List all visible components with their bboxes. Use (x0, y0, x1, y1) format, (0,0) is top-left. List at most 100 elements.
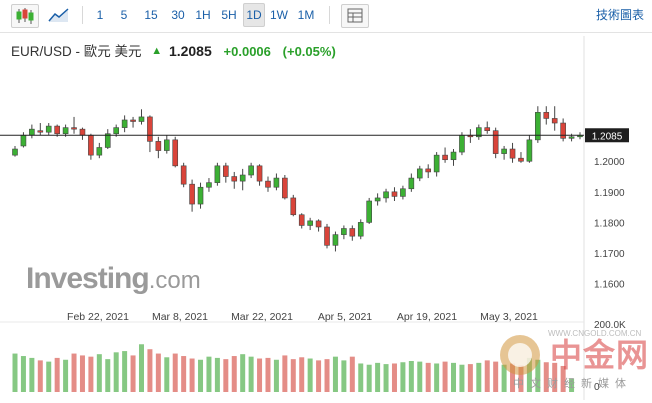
candle-up (12, 148, 18, 156)
volume-bar (510, 363, 516, 392)
candle-down (231, 176, 238, 182)
volume-bar (96, 354, 102, 392)
interval-1[interactable]: 1 (96, 8, 104, 22)
volume-bar (493, 361, 499, 392)
candle-up (29, 128, 35, 136)
toolbar: 1 5 15 30 1H 5H 1D 1W 1M 技術圖表 (0, 0, 652, 33)
volume-bar (20, 356, 26, 392)
candle-down (256, 165, 263, 182)
price-change-percent: (+0.05%) (282, 44, 336, 59)
volume-bar (29, 357, 35, 392)
volume-bar (543, 362, 549, 392)
volume-bar (459, 364, 465, 392)
volume-bar (349, 356, 355, 392)
candle-down (223, 165, 229, 177)
volume-bar (54, 357, 60, 392)
candle-up (501, 148, 507, 154)
candle-down (189, 183, 195, 205)
candle-up (113, 127, 119, 135)
site-name-watermark: 中金网 (550, 337, 650, 373)
candle-up (248, 165, 254, 176)
volume-bar (451, 362, 457, 392)
site-url-watermark: WWW.CNGOLD.COM.CN (548, 329, 642, 338)
candle-up (374, 197, 381, 202)
interval-1m[interactable]: 1M (297, 8, 315, 22)
volume-bar (147, 349, 153, 392)
volume-bar (383, 364, 389, 392)
interval-5[interactable]: 5 (120, 8, 128, 22)
volume-bar (198, 359, 204, 392)
interval-1w[interactable]: 1W (270, 8, 288, 22)
volume-zero-label: 0 (594, 382, 600, 393)
candle-down (349, 228, 356, 237)
candle-down (290, 197, 297, 216)
candle-down (79, 128, 86, 136)
y-tick-label: 1.2000 (594, 157, 625, 168)
volume-bar (560, 365, 566, 392)
volume-bar (299, 357, 305, 392)
candle-up (357, 222, 364, 237)
volume-bar (12, 353, 18, 392)
volume-bar (375, 362, 381, 392)
volume-bar (172, 353, 178, 392)
candlestick-icon[interactable] (11, 4, 39, 28)
candle-down (543, 112, 550, 119)
interval-5h[interactable]: 5H (221, 8, 237, 22)
volume-bar (569, 378, 575, 392)
area-chart-icon[interactable] (46, 4, 72, 26)
x-tick-label: Apr 19, 2021 (397, 311, 457, 323)
candle-up (214, 165, 221, 183)
candle-up (450, 151, 457, 161)
volume-bar (442, 361, 448, 392)
candle-up (163, 139, 170, 151)
grid-icon[interactable] (341, 4, 369, 28)
y-tick-label: 1.1800 (594, 218, 625, 229)
volume-bar (391, 363, 397, 392)
tech-chart-link[interactable]: 技術圖表 (595, 8, 644, 22)
x-tick-label: Mar 22, 2021 (231, 311, 293, 323)
price-change: +0.0006 (223, 44, 271, 59)
candle-down (147, 116, 153, 142)
interval-30[interactable]: 30 (171, 8, 185, 22)
volume-max-label: 200.0K (594, 320, 626, 331)
x-tick-label: May 3, 2021 (480, 311, 538, 323)
volume-bar (273, 359, 279, 392)
candle-up (307, 220, 313, 226)
candle-up (96, 147, 103, 156)
volume-bar (535, 359, 541, 392)
y-tick-label: 1.1600 (594, 280, 625, 291)
volume-bar (79, 355, 85, 392)
candle-up (273, 177, 280, 188)
candle-down (54, 125, 60, 135)
last-price-tag-label: 1.2085 (592, 131, 623, 142)
volume-bar (332, 356, 338, 392)
volume-bar (63, 359, 69, 392)
volume-bar (206, 356, 212, 392)
candle-up (45, 125, 52, 133)
candle-down (130, 119, 136, 122)
volume-bar (484, 360, 490, 392)
interval-15[interactable]: 15 (144, 8, 158, 22)
candle-down (172, 139, 179, 167)
last-price-tag (585, 128, 629, 143)
x-tick-label: Feb 22, 2021 (67, 311, 129, 323)
candle-down (509, 148, 516, 159)
volume-bar (46, 361, 52, 392)
candle-up (366, 200, 372, 223)
last-price: 1.2085 (168, 43, 212, 59)
x-tick-label: Apr 5, 2021 (318, 311, 372, 323)
volume-bar (240, 354, 246, 392)
volume-bar (417, 361, 423, 392)
candle-up (138, 116, 145, 122)
candle-down (391, 191, 398, 197)
volume-bar (518, 365, 524, 392)
interval-1d[interactable]: 1D (243, 3, 265, 27)
volume-bar (400, 362, 406, 392)
volume-bar (189, 358, 195, 392)
volume-bar (358, 363, 364, 392)
candle-up (400, 188, 406, 197)
interval-1h[interactable]: 1H (195, 8, 211, 22)
candle-up (459, 134, 465, 153)
instrument-header: EUR/USD - 歐元 美元 ▲ 1.2085 +0.0006 (+0.05%… (11, 41, 336, 61)
